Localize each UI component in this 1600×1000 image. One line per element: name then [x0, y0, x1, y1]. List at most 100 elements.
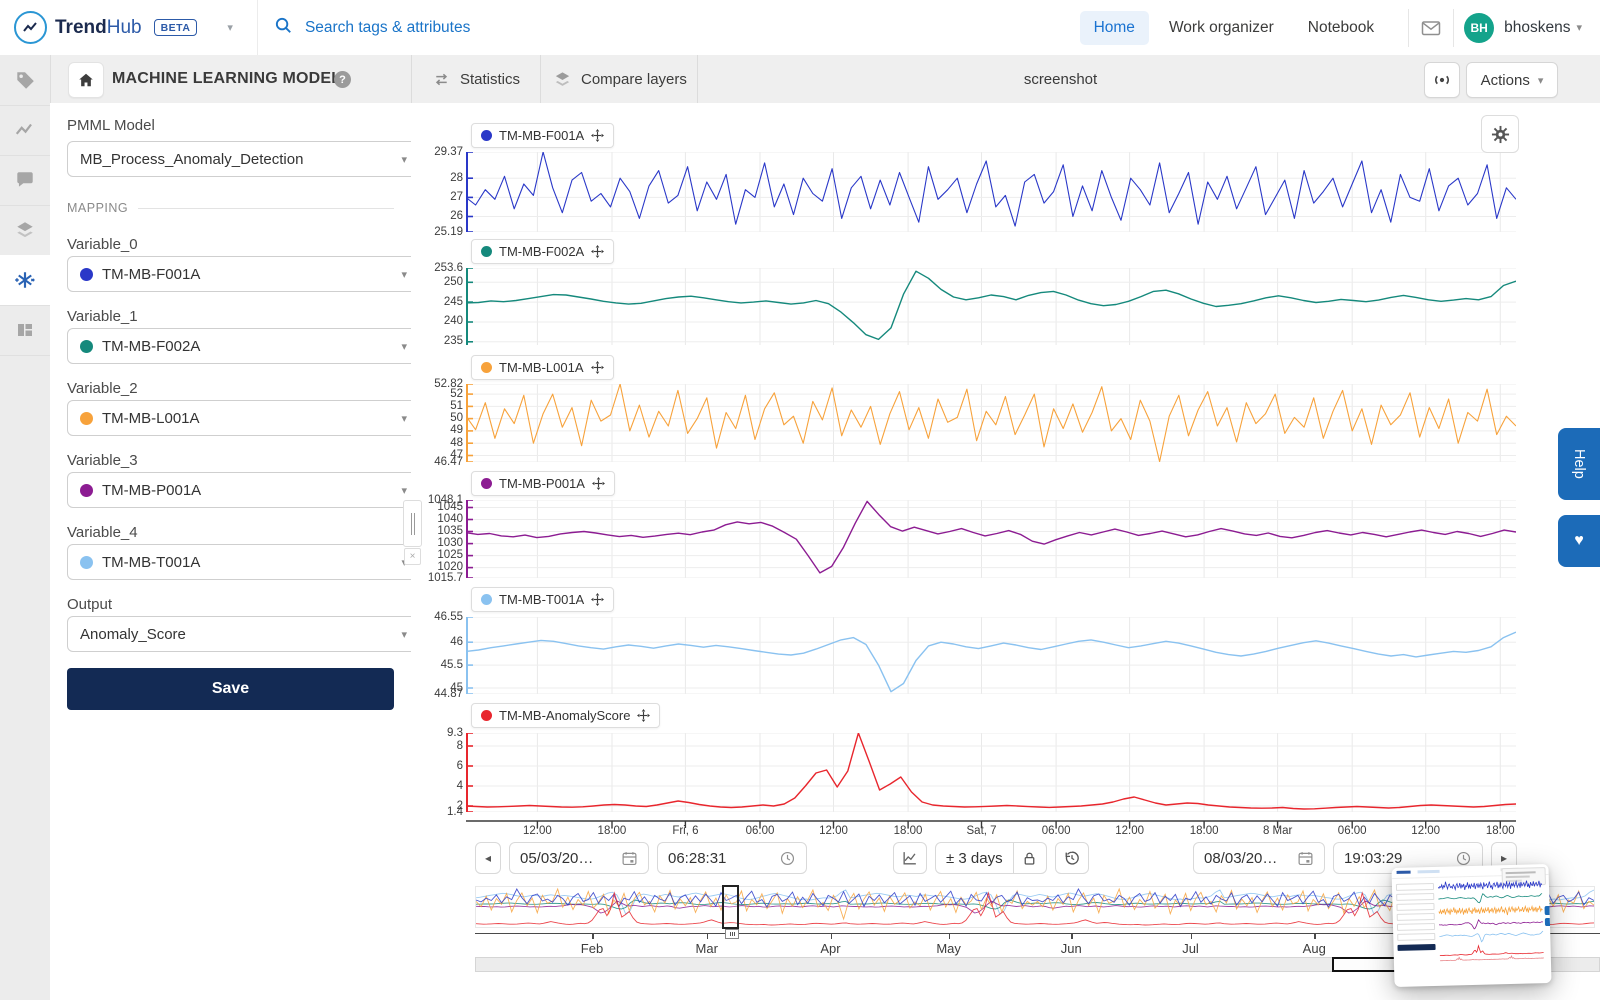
chevron-down-icon[interactable]: ▾: [1576, 21, 1582, 34]
duration-button[interactable]: ± 3 days: [935, 842, 1014, 874]
month-tick: [949, 933, 951, 939]
move-icon: [592, 477, 605, 490]
compare-layers-button[interactable]: Compare layers: [553, 55, 687, 103]
ml-model-icon[interactable]: [0, 255, 50, 306]
nav-link-notebook[interactable]: Notebook: [1294, 11, 1388, 45]
y-axis-tick-label: 250: [413, 276, 463, 288]
series-color-dot: [80, 340, 93, 353]
search-input[interactable]: [303, 18, 627, 38]
nav-links: Home Work organizer Notebook: [1080, 11, 1389, 45]
series-color-dot: [80, 412, 93, 425]
favorite-button[interactable]: ♥: [1558, 515, 1600, 567]
compare-chart-button[interactable]: [893, 842, 927, 874]
y-axis-tick-label: 51: [413, 400, 463, 412]
trend-chart[interactable]: [466, 733, 1516, 812]
comment-icon[interactable]: [0, 155, 50, 206]
trend-chart[interactable]: [466, 617, 1516, 694]
search-icon: [274, 16, 293, 40]
month-tick: [592, 933, 594, 939]
history-button[interactable]: [1055, 842, 1089, 874]
month-label: Apr: [801, 941, 861, 956]
save-button[interactable]: Save: [67, 668, 394, 710]
context-selection-grip[interactable]: [725, 929, 739, 939]
series-name: TM-MB-L001A: [499, 360, 584, 375]
field-label: Variable_4: [67, 524, 394, 541]
chevron-down-icon: ▾: [401, 412, 407, 425]
dashboard-icon[interactable]: [0, 305, 50, 356]
field-value: TM-MB-T001A: [102, 554, 392, 571]
x-axis-label: Fri, 6: [657, 825, 713, 837]
panel-resize-handle[interactable]: [403, 500, 422, 547]
context-selection-window[interactable]: [722, 885, 739, 929]
statistics-button[interactable]: Statistics: [432, 55, 520, 103]
x-axis-label: 12:00: [509, 825, 565, 837]
start-date-field[interactable]: 05/03/20…: [509, 842, 649, 874]
series-label-pill[interactable]: TM-MB-F002A: [471, 239, 614, 264]
mini-panel: [1396, 880, 1437, 983]
pmml-model-select[interactable]: MB_Process_Anomaly_Detection ▾: [67, 141, 420, 177]
calendar-icon: [621, 850, 638, 867]
series-label-pill[interactable]: TM-MB-T001A: [471, 587, 614, 612]
move-icon: [591, 361, 604, 374]
variable-select[interactable]: TM-MB-F001A▾: [67, 256, 420, 292]
trend-chart[interactable]: [466, 384, 1516, 462]
mini-charts: [1438, 877, 1544, 964]
series-label-pill[interactable]: TM-MB-P001A: [471, 471, 615, 496]
end-date-field[interactable]: 08/03/20…: [1193, 842, 1325, 874]
layers-icon[interactable]: [0, 205, 50, 256]
tag-icon[interactable]: [0, 55, 50, 106]
prev-period-button[interactable]: ◂: [475, 842, 501, 874]
beta-badge: BETA: [154, 19, 198, 36]
field-label: Variable_0: [67, 236, 394, 253]
screenshot-preview-thumbnail[interactable]: [1391, 864, 1551, 987]
divider: [257, 0, 258, 55]
live-mode-button[interactable]: [1424, 62, 1460, 98]
nav-link-home[interactable]: Home: [1080, 11, 1149, 45]
divider: [411, 55, 412, 103]
start-time-field[interactable]: 06:28:31: [657, 842, 807, 874]
variable-select[interactable]: TM-MB-T001A▾: [67, 544, 420, 580]
help-icon[interactable]: ?: [334, 71, 351, 88]
app-root: TrendHub BETA ▾ Home Work organizer Note…: [0, 0, 1600, 1000]
home-button[interactable]: [68, 62, 104, 98]
app-logo[interactable]: TrendHub BETA ▾: [14, 11, 233, 44]
x-axis-label: 18:00: [880, 825, 936, 837]
series-name: TM-MB-F002A: [499, 244, 584, 259]
trend-chart[interactable]: [466, 268, 1516, 345]
chevron-down-icon[interactable]: ▾: [227, 21, 233, 34]
month-tick: [1071, 933, 1073, 939]
variable-select[interactable]: TM-MB-P001A▾: [67, 472, 420, 508]
actions-button[interactable]: Actions▾: [1466, 62, 1558, 98]
view-name: screenshot: [697, 55, 1424, 103]
output-select[interactable]: Anomaly_Score▾: [67, 616, 420, 652]
trend-chart[interactable]: [466, 500, 1516, 578]
mapping-section-header: MAPPING: [67, 201, 394, 215]
series-color-dot: [481, 710, 492, 721]
trend-chart[interactable]: [466, 152, 1516, 232]
variable-select[interactable]: TM-MB-F002A▾: [67, 328, 420, 364]
x-axis-label: Sat, 7: [954, 825, 1010, 837]
lock-duration-button[interactable]: [1014, 842, 1047, 874]
series-label-pill[interactable]: TM-MB-F001A: [471, 123, 614, 148]
chart-settings-button[interactable]: [1481, 115, 1519, 153]
trendhub-logo-icon: [14, 11, 47, 44]
calendar-icon: [1297, 850, 1314, 867]
avatar[interactable]: BH: [1464, 13, 1494, 43]
mail-icon[interactable]: [1419, 17, 1443, 39]
month-label: Mar: [677, 941, 737, 956]
divider: [540, 55, 541, 103]
x-axis-label: 18:00: [1472, 825, 1528, 837]
view-toolbar: MACHINE LEARNING MODEL ? Statistics Comp…: [0, 55, 1600, 104]
variable-select[interactable]: TM-MB-L001A▾: [67, 400, 420, 436]
panel-collapse-button[interactable]: ×: [404, 548, 421, 565]
month-tick: [831, 933, 833, 939]
series-label-pill[interactable]: TM-MB-AnomalyScore: [471, 703, 660, 728]
trend-line-icon[interactable]: [0, 105, 50, 156]
nav-link-work-organizer[interactable]: Work organizer: [1155, 11, 1288, 45]
y-axis-tick-label: 46: [413, 636, 463, 648]
help-tab[interactable]: Help: [1558, 428, 1600, 500]
x-axis-label: 8 Mar: [1250, 825, 1306, 837]
series-label-pill[interactable]: TM-MB-L001A: [471, 355, 614, 380]
y-axis-tick-label: 27: [413, 191, 463, 203]
series-color-dot: [481, 130, 492, 141]
